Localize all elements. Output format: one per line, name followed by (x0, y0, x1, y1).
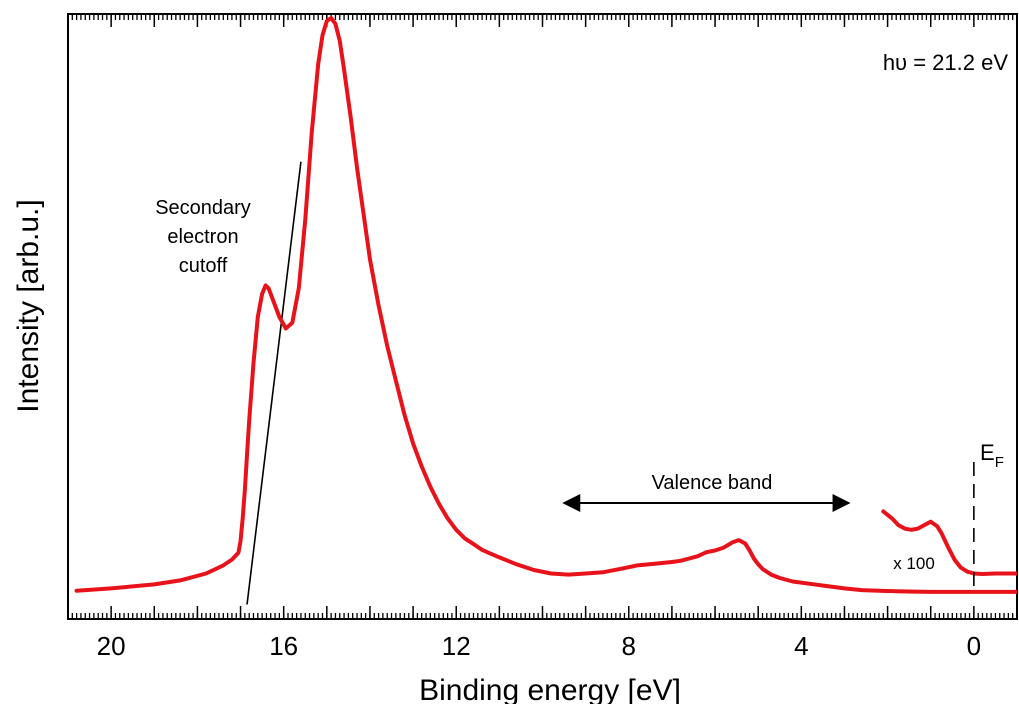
valence-band-label: Valence band (652, 472, 773, 494)
fermi-label-main: E (980, 440, 995, 465)
x100-label: x 100 (893, 554, 935, 573)
fermi-label-sub: F (995, 454, 1004, 471)
plot-frame (67, 13, 1018, 620)
x-tick-label: 8 (622, 631, 636, 661)
x-tick-label: 16 (269, 631, 298, 661)
x-axis-title: Binding energy [eV] (419, 674, 681, 704)
fermi-level-label: EF (980, 440, 1004, 471)
secondary-cutoff-label-3: cutoff (179, 255, 228, 277)
secondary-cutoff-label-2: electron (167, 226, 238, 248)
x-minor-ticks (67, 14, 1018, 619)
y-axis-title: Intensity [arb.u.] (12, 199, 45, 412)
x-tick-label: 4 (794, 631, 808, 661)
secondary-cutoff-label-1: Secondary (155, 197, 251, 219)
x-major-ticks (67, 14, 1018, 619)
photon-energy-label: hυ = 21.2 eV (883, 50, 1009, 75)
x-tick-labels: 20 16 12 8 4 0 (97, 631, 981, 661)
x-tick-label: 12 (442, 631, 471, 661)
spectrum-curve (74, 16, 1017, 594)
cutoff-tangent-line (246, 161, 302, 605)
x-tick-label: 20 (97, 631, 126, 661)
spectrum-curve-x100 (881, 509, 1017, 576)
x-tick-label: 0 (967, 631, 981, 661)
